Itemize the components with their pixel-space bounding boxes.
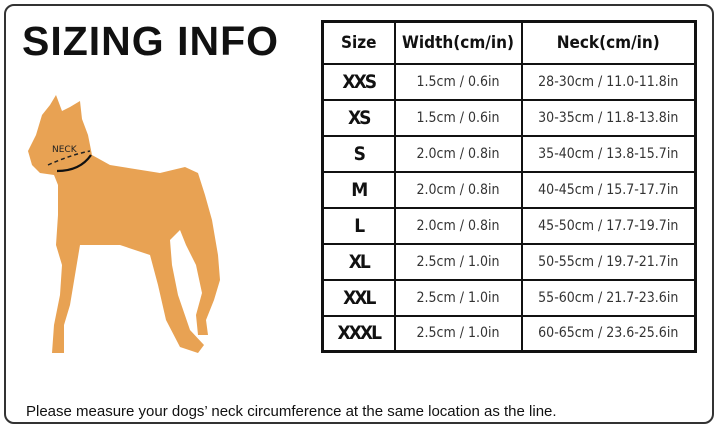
width-cell: 1.5cm / 0.6in (393, 62, 523, 101)
neck-cell: 55-60cm / 21.7-23.6in (520, 278, 697, 317)
table-row: XXXL 2.5cm / 1.0in 60-65cm / 23.6-25.6in (321, 314, 697, 353)
neck-label: NECK (52, 145, 78, 155)
table-row: XS 1.5cm / 0.6in 30-35cm / 11.8-13.8in (321, 98, 697, 137)
neck-cell: 28-30cm / 11.0-11.8in (520, 62, 697, 101)
size-cell: XL (321, 242, 396, 281)
size-cell: L (321, 206, 396, 245)
table-row: L 2.0cm / 0.8in 45-50cm / 17.7-19.7in (321, 206, 697, 245)
table-row: M 2.0cm / 0.8in 40-45cm / 15.7-17.7in (321, 170, 697, 209)
neck-cell: 35-40cm / 13.8-15.7in (520, 134, 697, 173)
table-header-row: Size Width(cm/in) Neck(cm/in) (321, 20, 697, 65)
neck-cell: 45-50cm / 17.7-19.7in (520, 206, 697, 245)
width-cell: 2.5cm / 1.0in (393, 314, 523, 353)
table-row: XL 2.5cm / 1.0in 50-55cm / 19.7-21.7in (321, 242, 697, 281)
width-cell: 2.5cm / 1.0in (393, 242, 523, 281)
header-size: Size (321, 20, 396, 65)
table-row: XXS 1.5cm / 0.6in 28-30cm / 11.0-11.8in (321, 62, 697, 101)
dog-silhouette-icon: NECK (28, 95, 220, 353)
measure-note: Please measure your dogs’ neck circumfer… (26, 403, 557, 420)
width-cell: 2.0cm / 0.8in (393, 134, 523, 173)
table-row: S 2.0cm / 0.8in 35-40cm / 13.8-15.7in (321, 134, 697, 173)
width-cell: 2.0cm / 0.8in (393, 170, 523, 209)
page-title: SIZING INFO (22, 18, 279, 64)
table-row: XXL 2.5cm / 1.0in 55-60cm / 21.7-23.6in (321, 278, 697, 317)
neck-cell: 50-55cm / 19.7-21.7in (520, 242, 697, 281)
card-frame (4, 4, 714, 424)
size-cell: XXXL (321, 314, 396, 353)
size-table: Size Width(cm/in) Neck(cm/in) XXS 1.5cm /… (321, 20, 697, 353)
size-cell: XXL (321, 278, 396, 317)
header-width: Width(cm/in) (393, 20, 523, 65)
width-cell: 2.5cm / 1.0in (393, 278, 523, 317)
size-cell: S (321, 134, 396, 173)
neck-cell: 60-65cm / 23.6-25.6in (520, 314, 697, 353)
neck-cell: 40-45cm / 15.7-17.7in (520, 170, 697, 209)
neck-cell: 30-35cm / 11.8-13.8in (520, 98, 697, 137)
size-cell: XS (321, 98, 396, 137)
size-cell: M (321, 170, 396, 209)
width-cell: 2.0cm / 0.8in (393, 206, 523, 245)
width-cell: 1.5cm / 0.6in (393, 98, 523, 137)
size-cell: XXS (321, 62, 396, 101)
header-neck: Neck(cm/in) (520, 20, 697, 65)
